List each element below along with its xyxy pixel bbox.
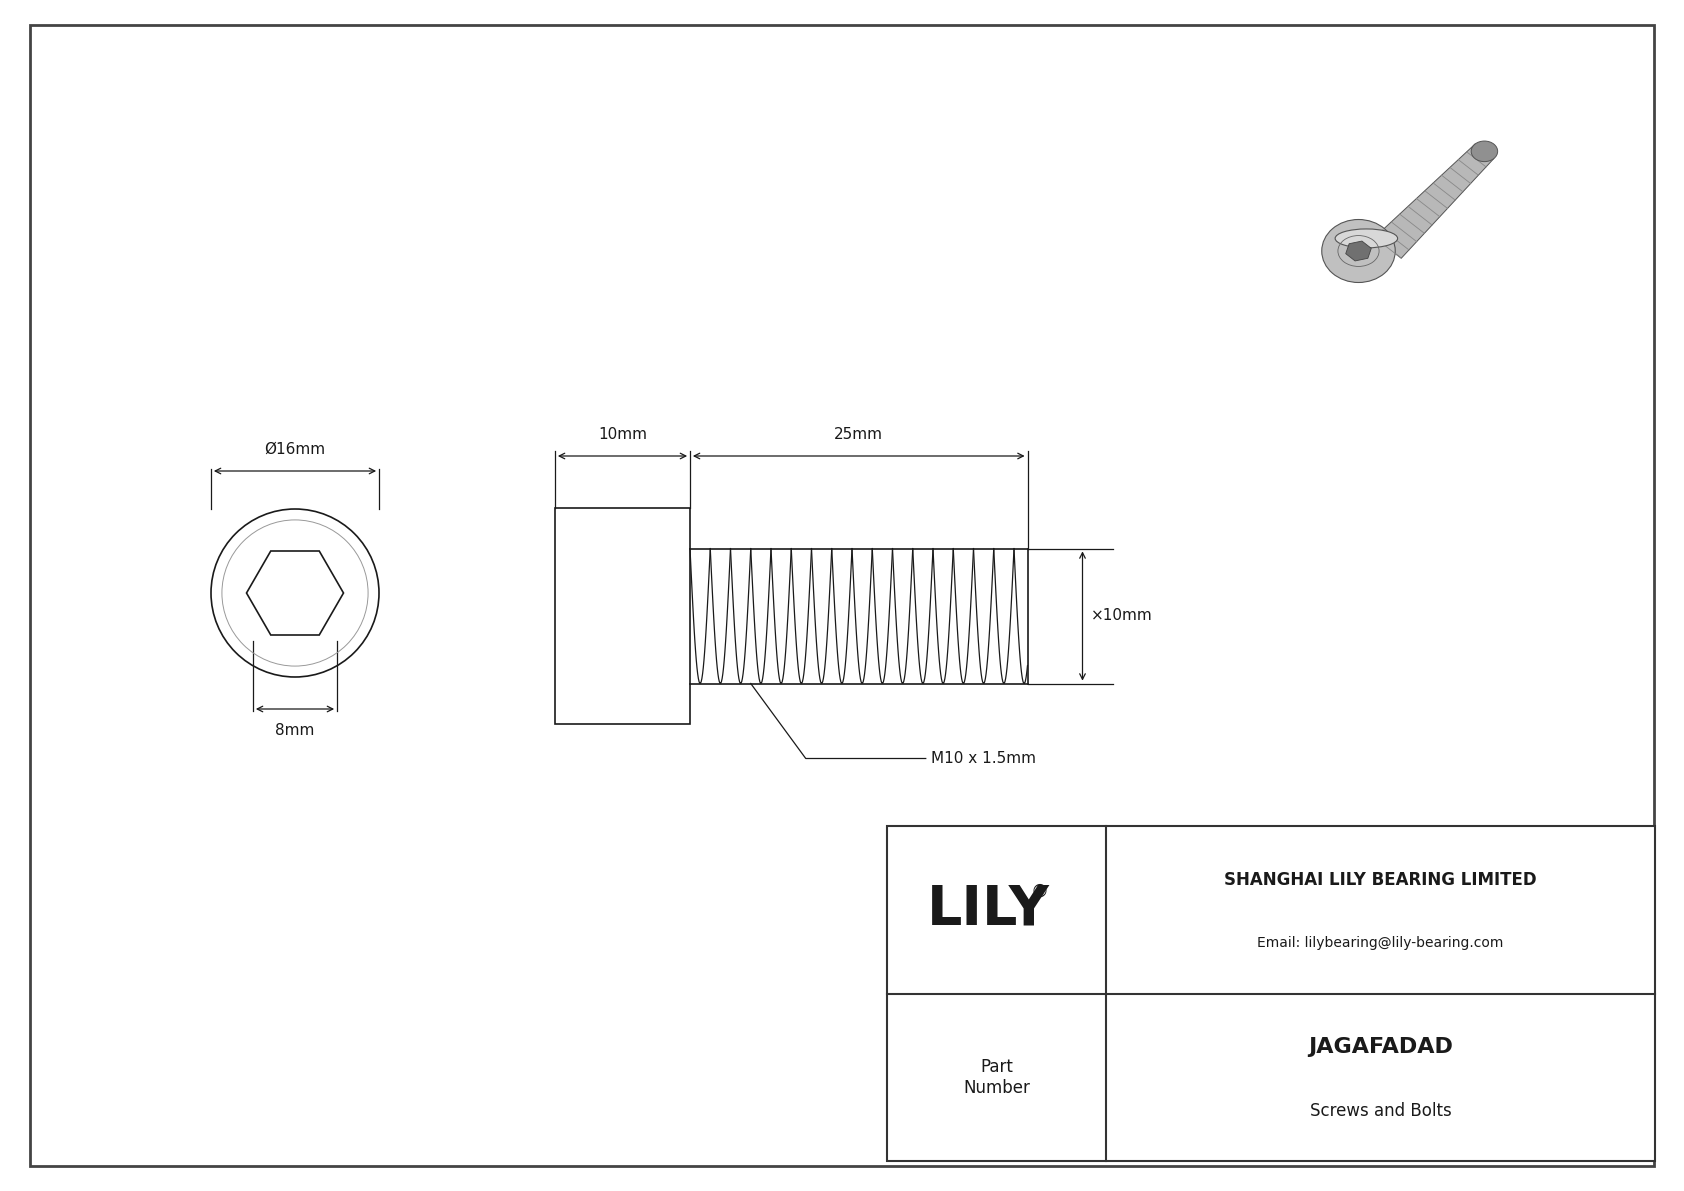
Polygon shape [246, 551, 344, 635]
Text: JAGAFADAD: JAGAFADAD [1308, 1037, 1453, 1058]
Text: Part
Number: Part Number [963, 1058, 1031, 1097]
Text: M10 x 1.5mm: M10 x 1.5mm [931, 752, 1036, 766]
Circle shape [210, 509, 379, 676]
Bar [556, 509, 690, 724]
Text: ×10mm: ×10mm [1091, 609, 1152, 624]
Text: ®: ® [1031, 883, 1049, 900]
Ellipse shape [1322, 219, 1396, 282]
Bar [887, 827, 1655, 1161]
Text: SHANGHAI LILY BEARING LIMITED: SHANGHAI LILY BEARING LIMITED [1224, 871, 1537, 888]
Text: 8mm: 8mm [274, 723, 315, 738]
Ellipse shape [1335, 229, 1398, 248]
Text: Ø16mm: Ø16mm [264, 442, 325, 457]
Text: 10mm: 10mm [598, 428, 647, 442]
Polygon shape [1346, 241, 1371, 261]
Text: 25mm: 25mm [834, 428, 882, 442]
Text: Email: lilybearing@lily-bearing.com: Email: lilybearing@lily-bearing.com [1258, 936, 1504, 950]
Text: LILY: LILY [926, 883, 1049, 937]
Text: Screws and Bolts: Screws and Bolts [1310, 1102, 1452, 1120]
Ellipse shape [1472, 141, 1497, 162]
Polygon shape [1374, 144, 1494, 258]
